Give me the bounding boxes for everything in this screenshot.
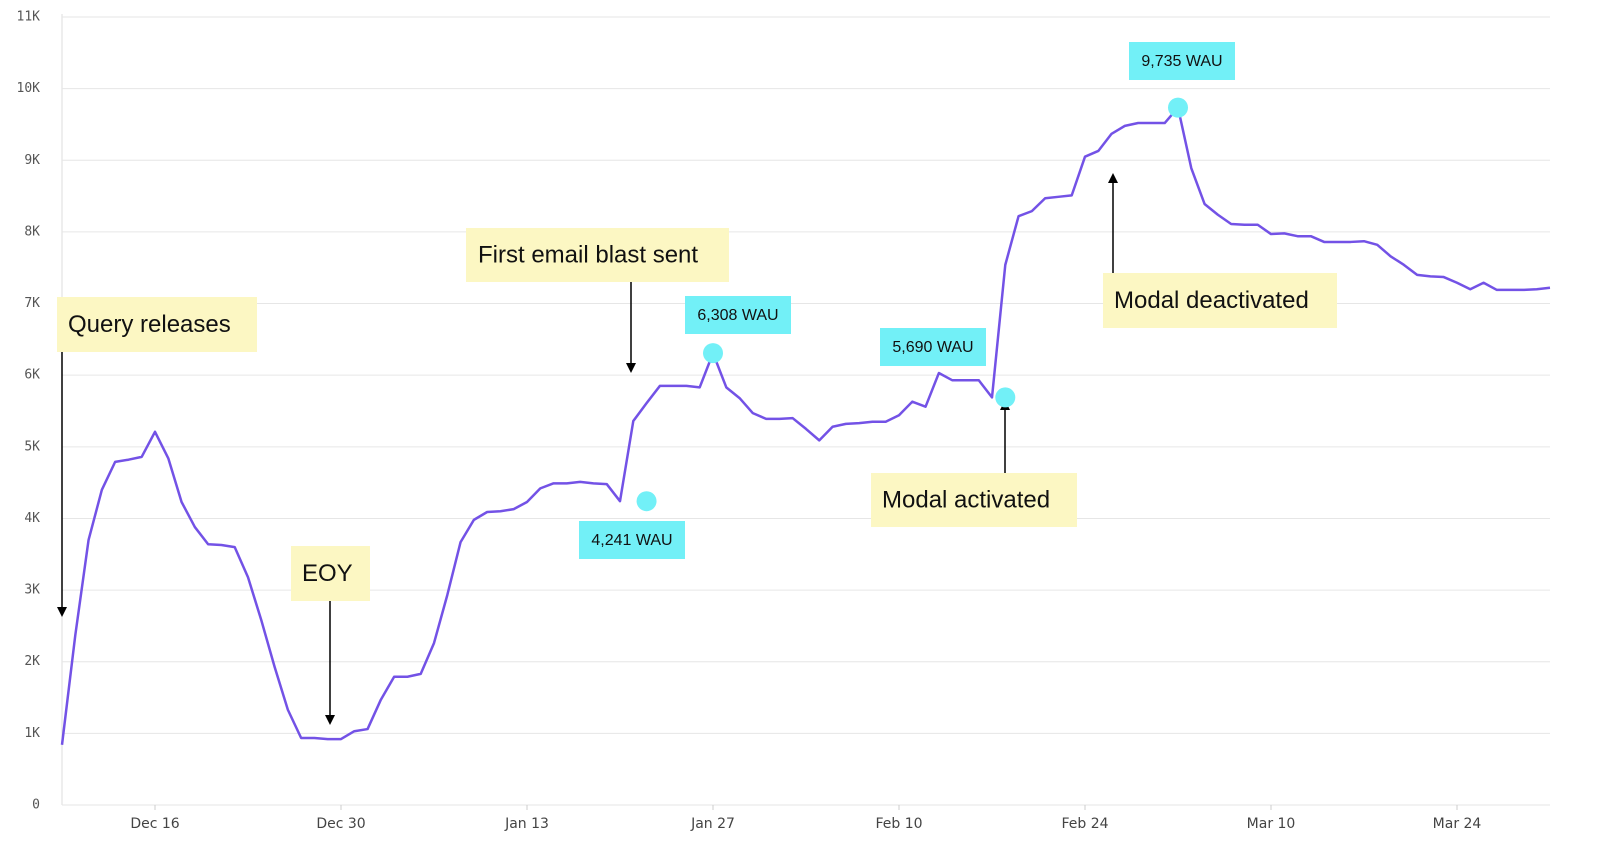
y-tick-label: 10K [17,81,41,96]
annotation-text: Modal deactivated [1114,287,1309,314]
highlight-dot [703,343,723,364]
highlight-label: 9,735 WAU [1141,53,1222,70]
y-tick-label: 8K [24,224,40,239]
x-tick-label: Feb 24 [1061,816,1108,832]
y-tick-label: 4K [24,511,40,526]
y-tick-label: 7K [24,296,40,311]
highlight-label-box [1129,42,1235,80]
annotation-text: Modal activated [882,486,1050,513]
x-tick-label: Mar 10 [1247,816,1296,832]
annotation-text: Query releases [68,311,231,338]
highlight-dot [636,491,657,512]
annotation-box [466,228,729,282]
x-tick-label: Mar 24 [1433,816,1482,832]
line [60,106,1551,745]
x-tick-label: Dec 16 [130,816,179,832]
highlight-dot [1168,97,1188,118]
y-tick-label: 9K [24,153,40,168]
highlight-label-box [880,328,986,366]
y-tick-label: 2K [24,654,40,669]
y-tick-label: 0 [32,798,40,813]
highlight-dot [995,387,1016,408]
y-tick-label: 5K [24,439,40,454]
annotation-text: First email blast sent [478,241,698,268]
highlight-label: 6,308 WAU [697,307,778,324]
x-tick-label: Dec 30 [316,816,365,832]
highlight-label-box [579,521,685,559]
highlight-label-box [685,296,791,334]
y-tick-label: 11K [17,10,41,25]
y-tick-label: 1K [24,726,40,741]
y-tick-label: 6K [24,368,40,383]
annotation-text: EOY [302,560,353,587]
highlight-label: 5,690 WAU [892,339,973,356]
annotation-box [57,297,257,352]
annotation-box [291,546,370,601]
annotation-box [871,473,1077,527]
x-tick-label: Jan 13 [504,816,549,832]
x-tick-label: Jan 27 [690,816,735,832]
annotation-box [1103,273,1337,328]
x-tick-label: Feb 10 [875,816,922,832]
highlight-label: 4,241 WAU [591,532,672,549]
y-tick-label: 3K [24,583,40,598]
